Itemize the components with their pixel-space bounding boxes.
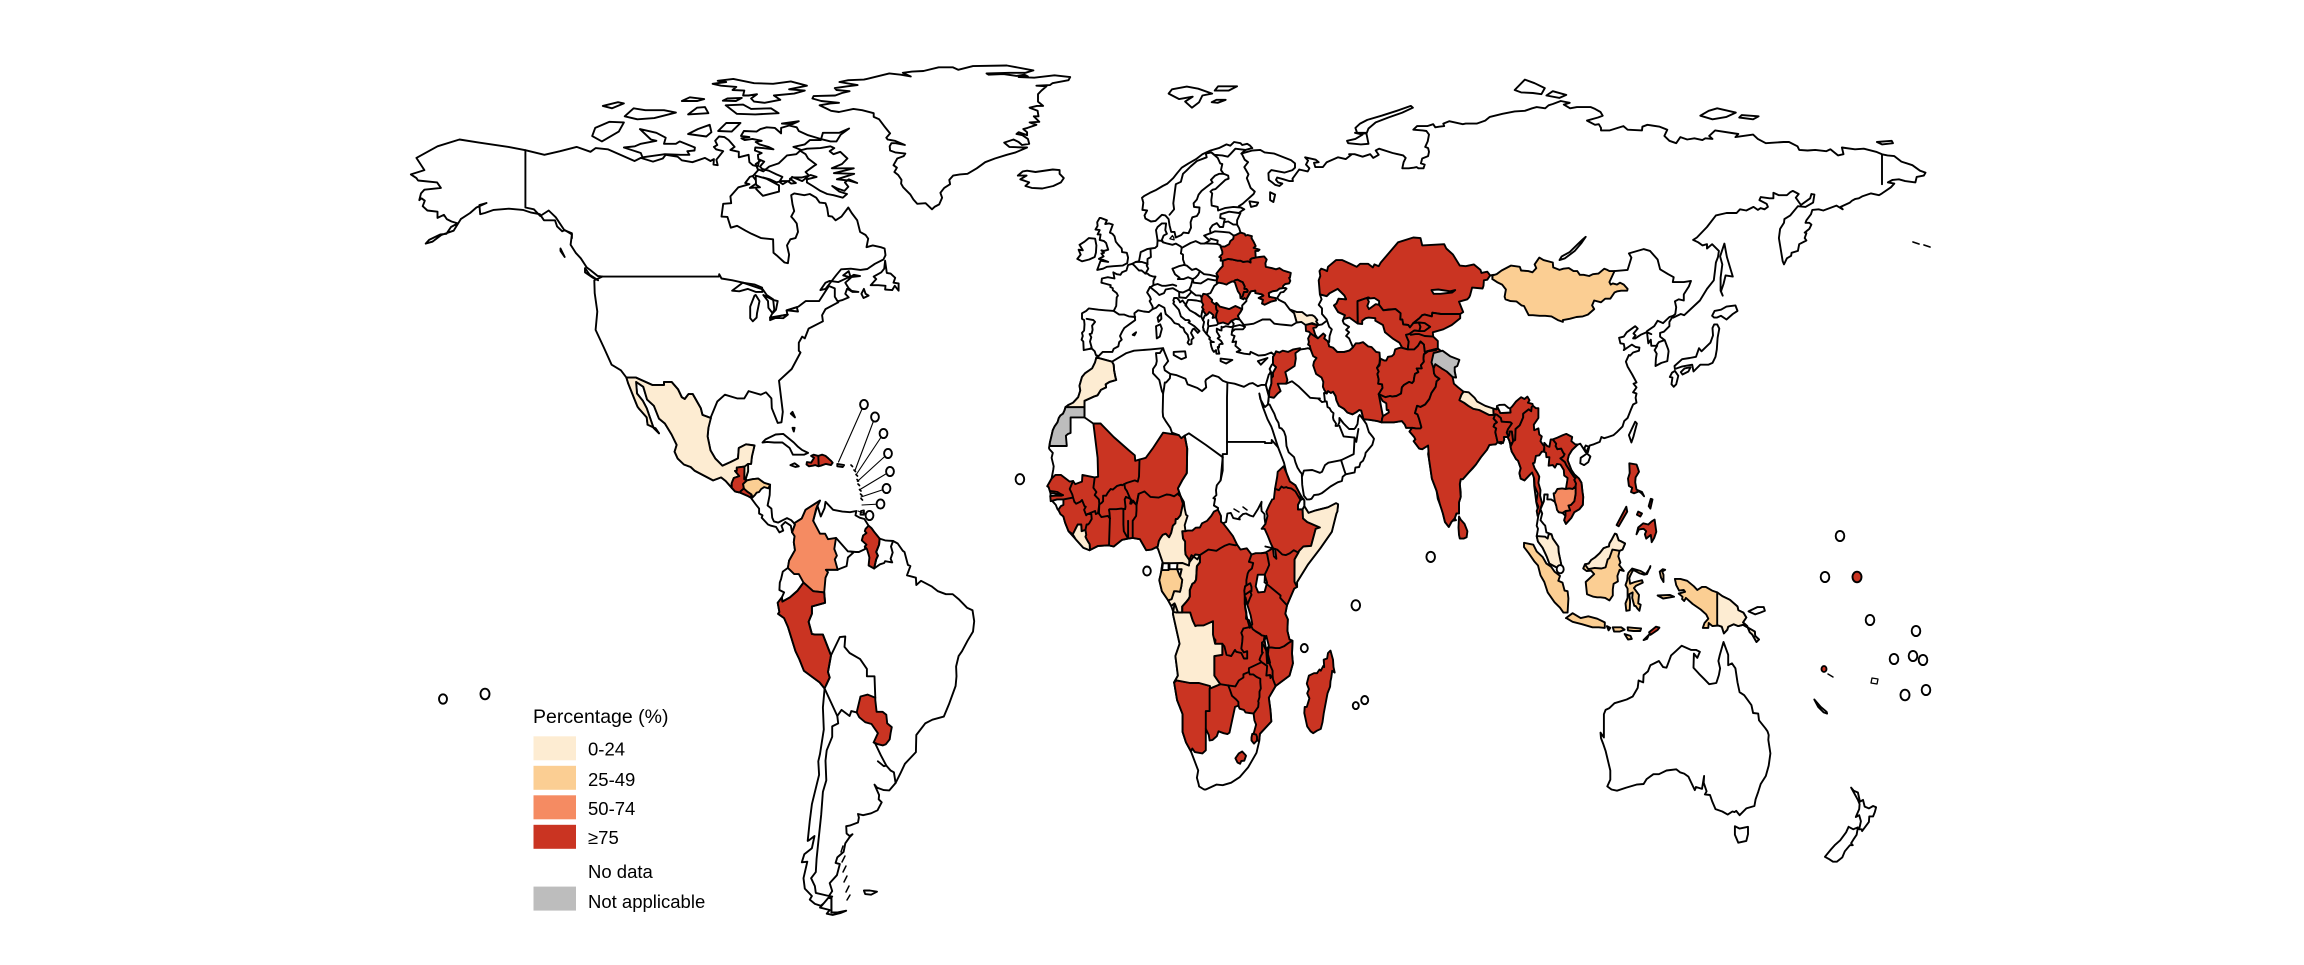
- svg-text:50-74: 50-74: [588, 798, 635, 819]
- svg-text:No data: No data: [588, 861, 654, 882]
- svg-text:25-49: 25-49: [588, 769, 635, 790]
- svg-text:Not applicable: Not applicable: [588, 891, 705, 912]
- svg-text:Percentage (%): Percentage (%): [533, 706, 668, 728]
- svg-text:0-24: 0-24: [588, 739, 625, 760]
- svg-text:≥75: ≥75: [588, 827, 619, 848]
